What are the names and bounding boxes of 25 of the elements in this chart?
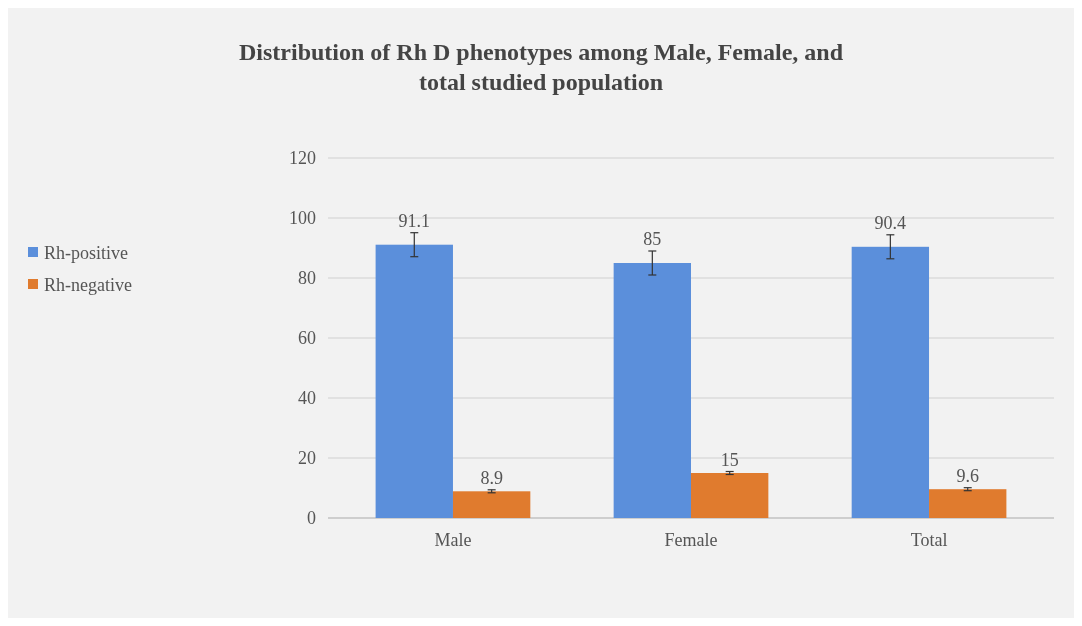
y-tick-label: 120 [289, 148, 316, 169]
bar [691, 473, 769, 518]
data-label: 8.9 [480, 467, 503, 488]
y-tick-label: 100 [289, 208, 316, 229]
x-tick-label: Female [664, 530, 718, 550]
x-tick-label: Male [434, 530, 472, 550]
legend-label: Rh-negative [44, 275, 132, 296]
data-label: 15 [720, 449, 739, 470]
bar [851, 246, 930, 518]
bar [613, 263, 691, 518]
bar [452, 491, 531, 518]
data-label: 9.6 [956, 465, 979, 486]
data-label: 85 [643, 229, 662, 249]
y-tick-label: 40 [298, 388, 316, 409]
bar [929, 489, 1007, 518]
y-tick-label: 20 [298, 448, 316, 469]
x-tick-label: Total [910, 530, 948, 550]
data-label: 90.4 [874, 212, 907, 233]
chart-title: Distribution of Rh D phenotypes among Male, Female, and total studied population [238, 39, 844, 95]
data-label: 91.1 [398, 210, 431, 231]
legend-label: Rh-positive [44, 243, 129, 264]
y-tick-label: 80 [298, 268, 316, 289]
bar [375, 244, 453, 518]
y-tick-label: 60 [298, 328, 316, 349]
y-tick-label: 0 [307, 508, 316, 529]
